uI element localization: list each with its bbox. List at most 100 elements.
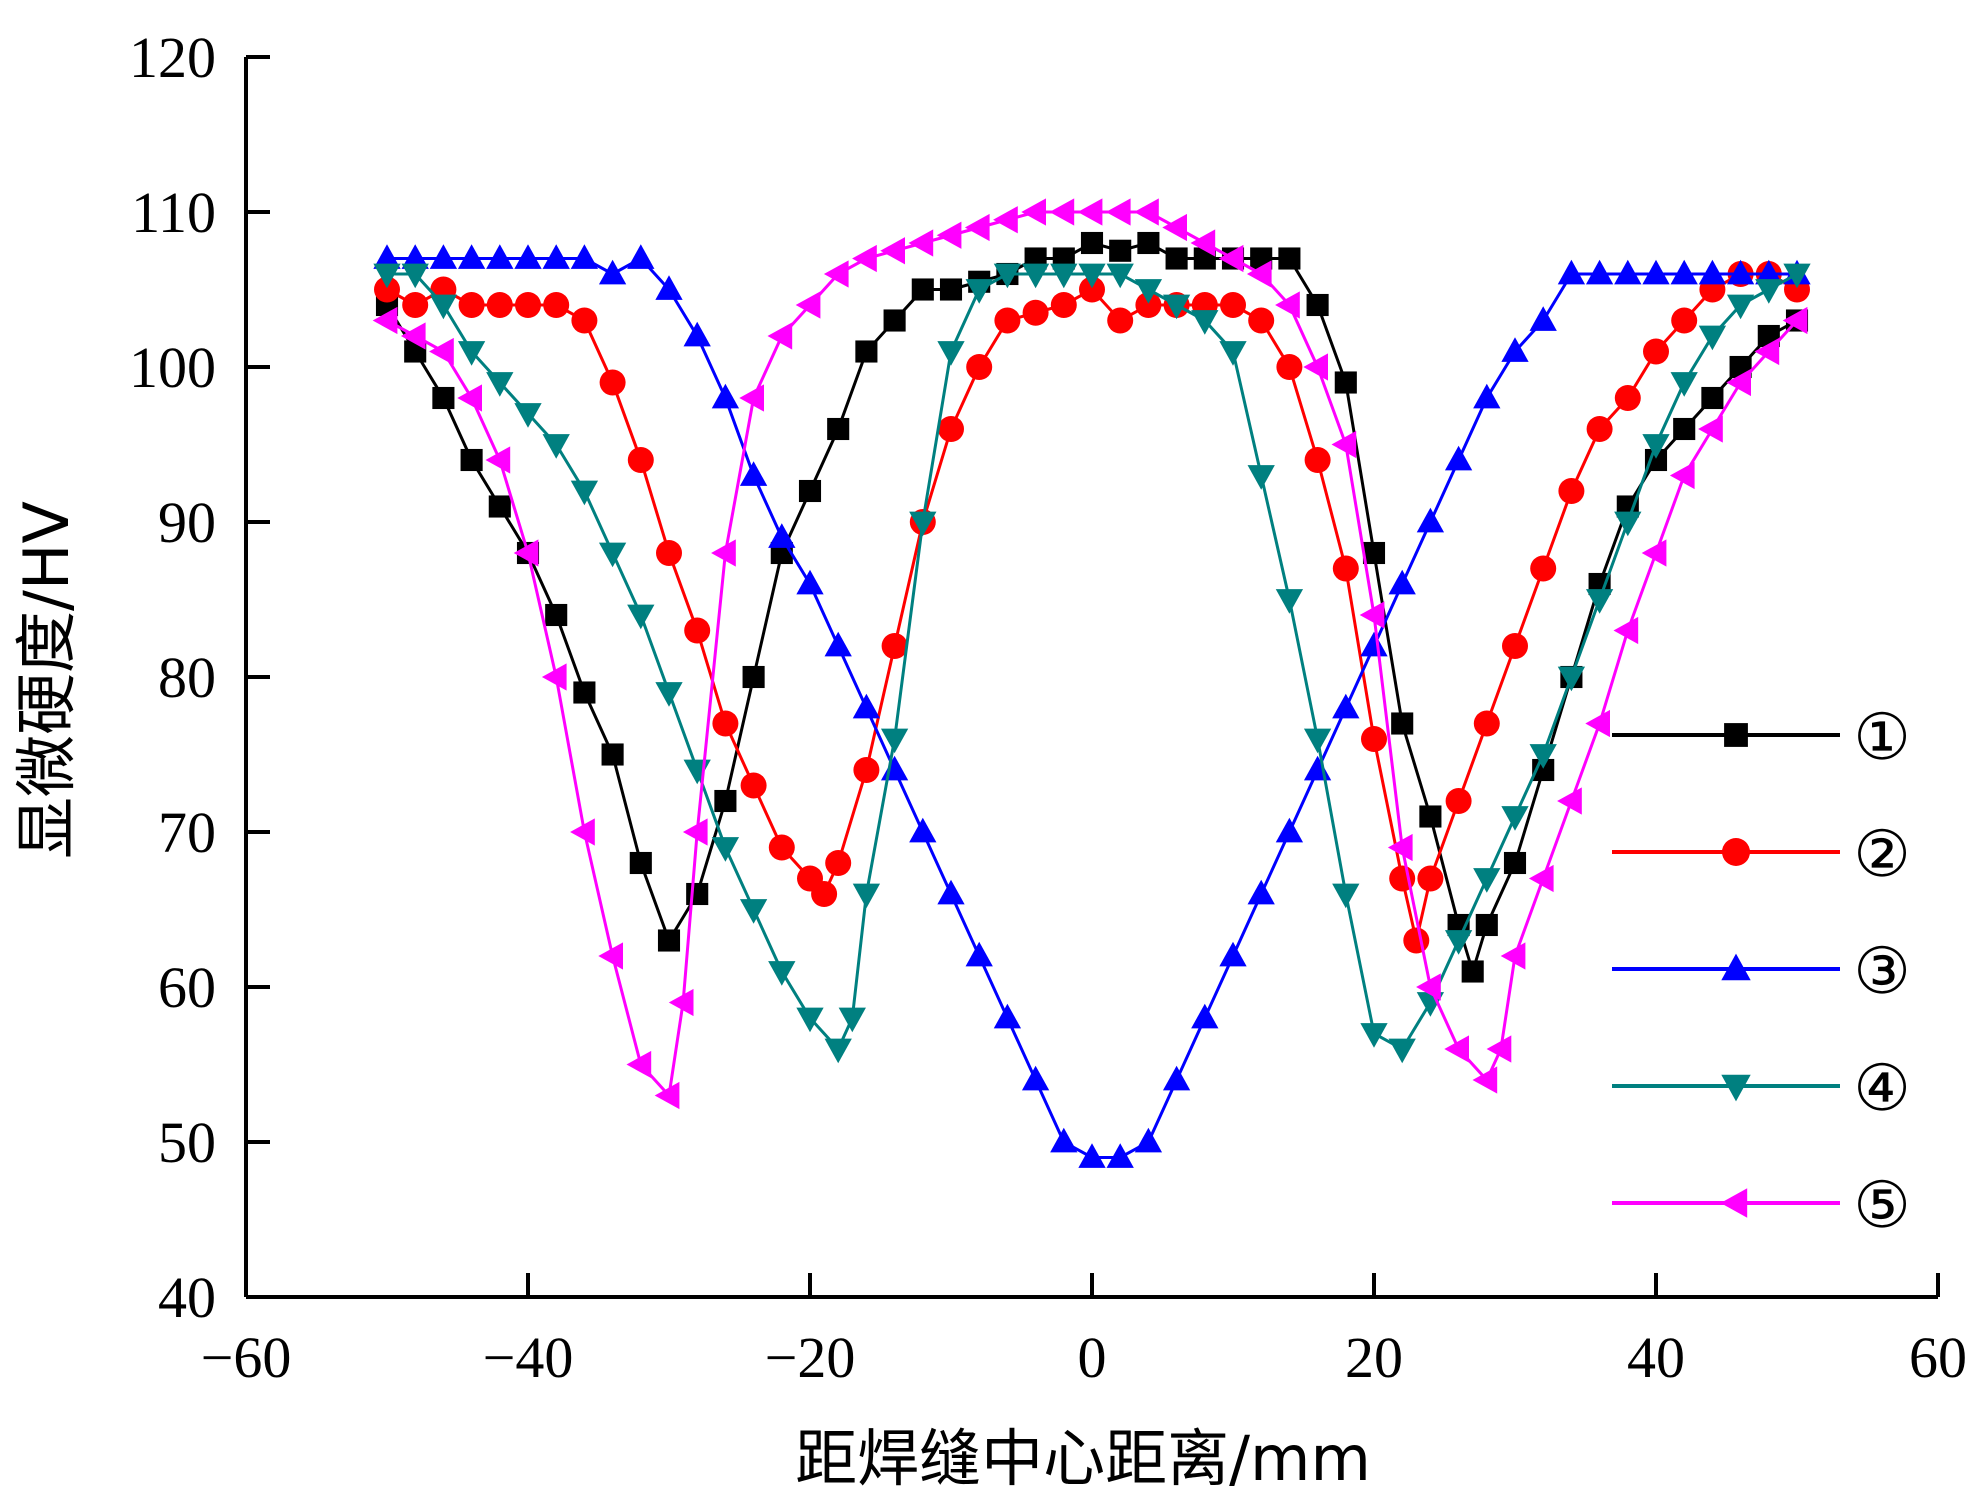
- series-4-point: [1585, 589, 1614, 614]
- y-tick-label: 100: [129, 335, 216, 400]
- series-2-point: [1276, 354, 1303, 380]
- series-3-point: [1585, 259, 1614, 285]
- series-4-point: [1642, 434, 1670, 459]
- series-2-point: [1220, 292, 1246, 318]
- x-tick-label: 20: [1345, 1325, 1403, 1390]
- series-1-point: [545, 603, 568, 627]
- series-4-point: [852, 883, 881, 909]
- series-3-point: [1050, 1127, 1078, 1153]
- legend-label-3: ③: [1853, 935, 1910, 1009]
- series-3-point: [1332, 693, 1360, 719]
- series-2-point: [1671, 307, 1698, 334]
- y-tick-label: 60: [158, 955, 216, 1020]
- series-4-point: [796, 1007, 824, 1033]
- series-4-point: [1162, 294, 1191, 320]
- series-4-point: [824, 1038, 852, 1064]
- series-5-point: [908, 229, 934, 257]
- series-5-point: [1557, 787, 1582, 815]
- series-1-point: [1503, 851, 1527, 875]
- series-4-point: [1755, 279, 1783, 304]
- series-4-point: [880, 728, 909, 754]
- series-1-point: [1306, 293, 1329, 317]
- series-4-point: [655, 682, 683, 707]
- series-2-point: [881, 633, 908, 659]
- series-3-point: [1078, 1143, 1106, 1168]
- series-1-point: [911, 278, 934, 301]
- legend-label-4: ④: [1853, 1052, 1910, 1126]
- legend-label-2: ②: [1853, 818, 1910, 892]
- series-4-point: [739, 899, 768, 924]
- series-3-point: [1191, 1003, 1219, 1029]
- series-5-line: [386, 210, 1799, 1099]
- series-4-point: [937, 341, 965, 366]
- series-2-point: [599, 369, 626, 396]
- series-3-point: [401, 244, 429, 269]
- series-2-point: [1304, 447, 1331, 473]
- series-1-point: [488, 495, 511, 518]
- series-1-point: [827, 417, 850, 441]
- series-3-point: [711, 383, 740, 409]
- series-1-point: [573, 681, 596, 704]
- series-3-point: [909, 817, 937, 843]
- y-tick-label: 120: [129, 25, 216, 90]
- series-4-point: [838, 1007, 866, 1033]
- series-4-point: [909, 511, 937, 537]
- series-3-point: [486, 244, 514, 269]
- series-1-point: [460, 448, 483, 472]
- series-3-point: [1134, 1127, 1163, 1153]
- series-4-point: [1783, 263, 1811, 289]
- series-4-point: [598, 542, 627, 568]
- series-3-point: [852, 693, 881, 719]
- series-4-point: [570, 480, 599, 506]
- series-3-point: [683, 321, 711, 347]
- series-3-point: [739, 461, 768, 486]
- series-4-point: [1726, 294, 1755, 320]
- series-1-point: [657, 929, 681, 952]
- series-1-point: [601, 743, 624, 766]
- series-1-point: [1461, 960, 1484, 983]
- x-axis-title: 距焊缝中心距离/mm: [795, 1422, 1371, 1495]
- series-3-point: [796, 569, 824, 595]
- series-1-point: [629, 851, 652, 875]
- series-5-point: [1162, 213, 1187, 242]
- series-5-point: [682, 818, 708, 846]
- series-5-point: [1782, 306, 1808, 335]
- series-3-point: [429, 244, 458, 269]
- series-4-point: [542, 434, 570, 459]
- x-tick-label: −20: [765, 1325, 856, 1390]
- series-1: [375, 231, 1809, 983]
- series-2: [374, 261, 1810, 954]
- series-3-point: [1021, 1065, 1050, 1091]
- series-5-point: [429, 337, 454, 366]
- series-5-point: [1754, 337, 1780, 366]
- series-2-point: [1530, 555, 1557, 582]
- legend-marker-5: [1720, 1188, 1748, 1218]
- series-5-point: [372, 306, 398, 335]
- series-2-point: [712, 710, 739, 737]
- series-3-point: [1726, 259, 1755, 285]
- series-5-point: [1077, 198, 1103, 226]
- series-1-point: [1080, 231, 1104, 255]
- series-4-point: [1332, 883, 1360, 909]
- series-5-point: [400, 322, 426, 350]
- series-2-point: [458, 292, 485, 318]
- series-5-point: [626, 1050, 652, 1079]
- series-2-point: [966, 354, 993, 380]
- series-4-point: [1219, 341, 1247, 366]
- x-tick-label: 40: [1627, 1325, 1685, 1390]
- series-3-point: [655, 275, 683, 300]
- series-4-point: [1473, 868, 1501, 893]
- series-5-point: [1105, 198, 1131, 226]
- series-5-point: [795, 291, 821, 319]
- series-4-point: [1360, 1023, 1388, 1048]
- series-2-point: [571, 307, 598, 334]
- series-2-point: [1445, 788, 1472, 814]
- series-4-point: [768, 961, 796, 986]
- series-2-point: [811, 881, 838, 907]
- series-5-point: [767, 322, 793, 350]
- series-3-point: [457, 244, 486, 269]
- series-5-point: [570, 818, 595, 846]
- series-4-point: [1106, 263, 1134, 289]
- series-5-point: [1021, 198, 1046, 226]
- series-2-point: [1332, 555, 1359, 582]
